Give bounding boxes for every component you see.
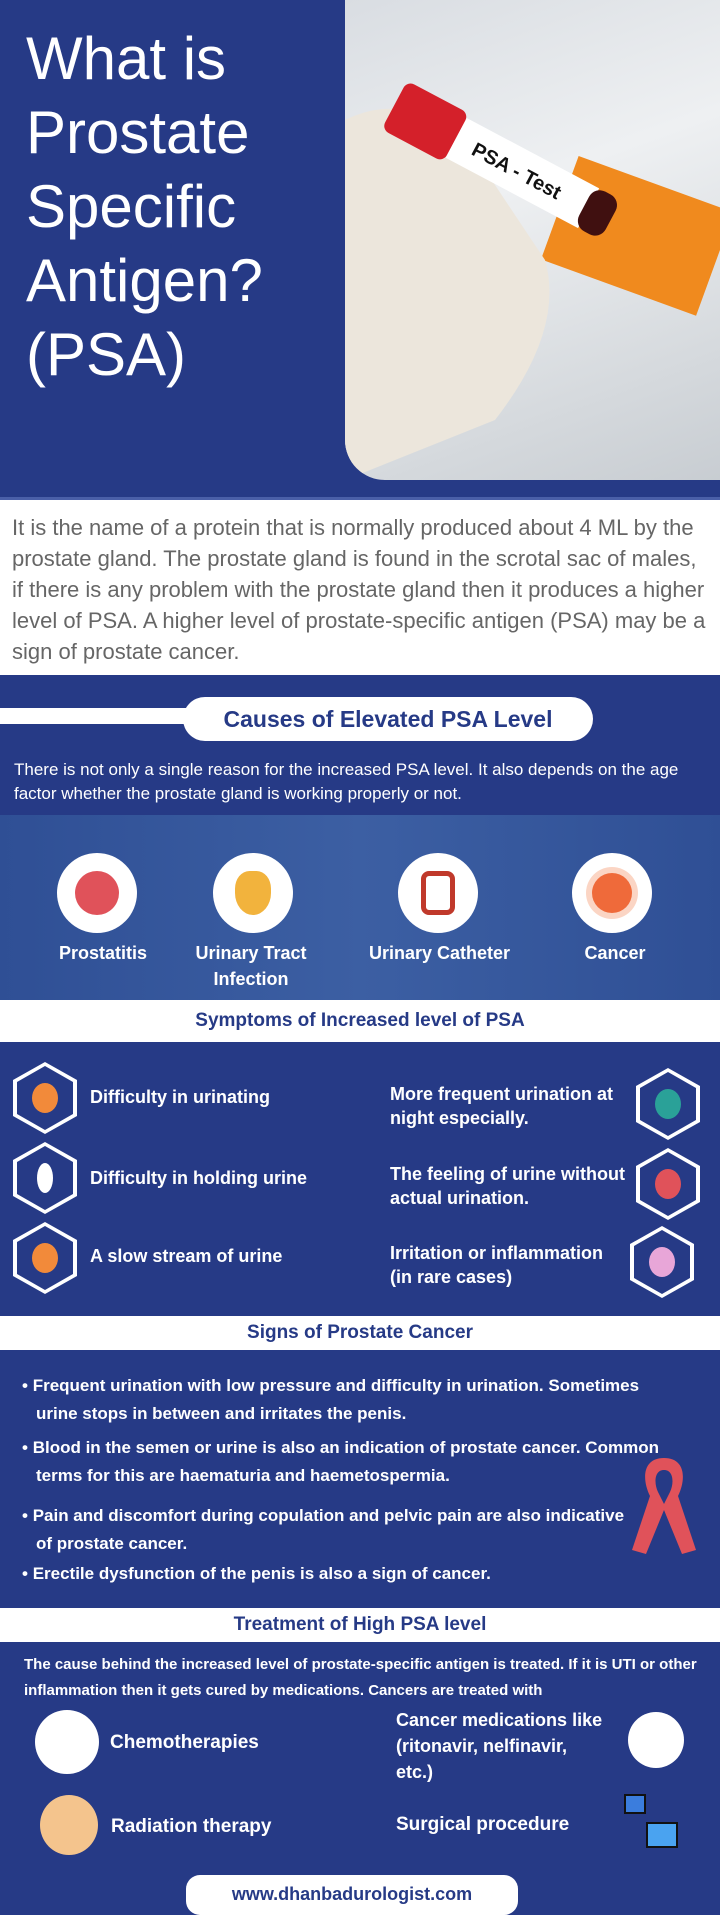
psa-test-photo: PSA - Test [345,0,720,480]
radiation-therapy-icon [40,1795,98,1855]
treatment-text: The cause behind the increased level of … [24,1656,697,1699]
running-to-toilet-icon [13,1142,77,1214]
pills-icon [628,1712,684,1768]
cause-label: Urinary Tract Infection [195,943,307,989]
treatment-item: Surgical procedure [396,1814,570,1835]
treatment-item: Cancer medications like (ritonavir, nelf… [396,1710,603,1782]
page-title: What is Prostate Specific Antigen? (PSA) [26,25,263,388]
cancer-ribbon-icon [632,1458,696,1554]
causes-text: There is not only a single reason for th… [14,760,679,803]
signs-title: Signs of Prostate Cancer [0,1316,720,1350]
kidney-icon [213,853,293,933]
symptom-item: Difficulty in holding urine [90,1168,307,1188]
website-link[interactable]: www.dhanbadurologist.com [186,1875,518,1915]
symptom-item: A slow stream of urine [90,1246,283,1266]
sign-item: • Frequent urination with low pressure a… [22,1376,640,1423]
title-bar-line [0,708,200,724]
symptom-item: Irritation or inflammation (in rare case… [390,1243,604,1287]
catheter-icon [398,853,478,933]
prostate-icon [57,853,137,933]
causes-title: Causes of Elevated PSA Level [183,697,593,741]
intro-section: It is the name of a protein that is norm… [0,497,720,675]
sign-item: • Blood in the semen or urine is also an… [22,1438,659,1485]
symptom-item: More frequent urination at night especia… [390,1084,614,1128]
inflammation-icon [630,1226,694,1298]
chemotherapy-icon [35,1710,99,1774]
cause-label: Prostatitis [58,943,148,963]
treatment-item: Radiation therapy [111,1816,272,1837]
cause-label: Urinary Catheter [368,943,511,963]
man-holding-groin-icon [636,1068,700,1140]
cause-label: Cancer [584,943,646,963]
symptom-item: The feeling of urine without actual urin… [390,1164,625,1208]
symptoms-title: Symptoms of Increased level of PSA [0,1000,720,1042]
bladder-icon [13,1062,77,1134]
sign-item: • Pain and discomfort during copulation … [22,1506,625,1553]
sign-item: • Erectile dysfunction of the penis is a… [22,1564,491,1583]
intro-text: It is the name of a protein that is norm… [12,515,706,664]
surgery-icon [622,1790,684,1850]
treatment-item: Chemotherapies [110,1732,259,1753]
urge-icon [636,1148,700,1220]
urinary-tract-icon [13,1222,77,1294]
cancer-cell-icon [572,853,652,933]
treatment-title: Treatment of High PSA level [0,1608,720,1642]
symptom-item: Difficulty in urinating [90,1087,270,1107]
